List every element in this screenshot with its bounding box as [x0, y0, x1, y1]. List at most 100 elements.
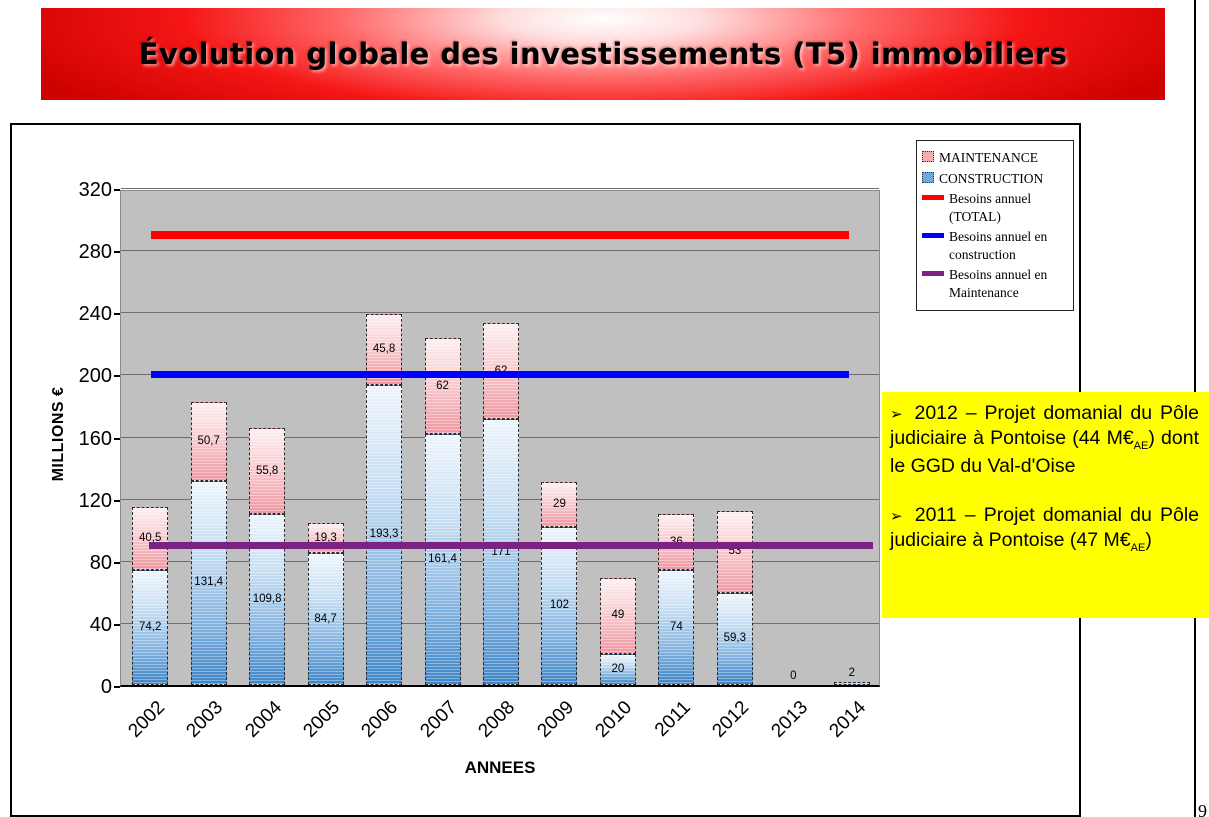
- gridline-320: [121, 188, 879, 189]
- note-0: ➢ 2012 – Projet domanial du Pôle judicia…: [890, 402, 1199, 477]
- y-tick-label: 200: [78, 365, 112, 388]
- x-tick-label: 2013: [767, 697, 812, 742]
- bar-value-label: 161,4: [428, 553, 457, 566]
- bar-value-label: 74,2: [139, 620, 162, 633]
- x-tick-label: 2014: [825, 697, 871, 742]
- page-number: 9: [1198, 801, 1207, 817]
- legend-label: CONSTRUCTION: [939, 170, 1044, 186]
- y-tick-label: 0: [100, 676, 112, 698]
- x-tick-label: 2011: [651, 697, 695, 741]
- x-tick-label: 2005: [299, 697, 345, 742]
- bar-value-label: 102: [549, 599, 570, 612]
- bar-value-label: 74: [669, 621, 683, 634]
- legend-item-2: Besoins annuel (TOTAL): [922, 190, 1068, 225]
- bar-value-label: 131,4: [194, 576, 224, 589]
- legend-line-icon: [922, 195, 944, 201]
- y-tick-label: 240: [78, 303, 112, 326]
- bar-value-label: 19,3: [314, 531, 337, 544]
- bar-value-label: 50,7: [197, 435, 220, 448]
- legend-patch-icon: [922, 171, 934, 183]
- bar-maintenance-2010: [599, 577, 636, 654]
- y-tick-label: 120: [78, 489, 112, 512]
- y-tickmark: [114, 499, 120, 502]
- slide-title: Évolution globale des investissements (T…: [138, 37, 1068, 71]
- legend-line-icon: [922, 233, 944, 239]
- bar-value-label: 55,8: [255, 464, 279, 477]
- note-bullet-icon: ➢: [890, 507, 903, 525]
- bar-value-label: 109,8: [252, 593, 282, 606]
- bar-construction-2014: [833, 681, 870, 685]
- y-tick-label: 320: [78, 179, 112, 201]
- bar-maintenance-2009: [541, 481, 578, 527]
- bar-construction-2008: [483, 419, 519, 685]
- bar-construction-2009: [541, 526, 578, 685]
- y-tickmark: [114, 437, 120, 440]
- bar-maintenance-2012: [716, 510, 753, 593]
- y-tick-label: 80: [89, 551, 112, 574]
- x-tick-label: 2008: [474, 697, 520, 742]
- x-tick-label: 2012: [708, 697, 754, 742]
- chart-legend: MAINTENANCE CONSTRUCTION Besoins annuel (T…: [916, 140, 1074, 312]
- x-tick-label: 2006: [357, 697, 403, 742]
- besoins-annuel-maintenance-line: [149, 541, 873, 549]
- x-tick-label: 2004: [240, 697, 286, 742]
- bar-construction-2010: [599, 653, 636, 685]
- bar-maintenance-2007: [424, 338, 461, 435]
- x-axis-title: ANNEES: [464, 758, 536, 777]
- bar-value-label: 193,3: [369, 528, 399, 541]
- x-tick-label: 2007: [416, 697, 462, 742]
- y-tickmark: [114, 189, 120, 191]
- y-tickmark: [114, 251, 120, 254]
- y-tickmark: [114, 313, 120, 316]
- legend-patch-icon: [922, 151, 934, 162]
- bar-maintenance-2002: [132, 506, 169, 570]
- notes-box: ➢ 2012 – Projet domanial du Pôle judicia…: [882, 392, 1209, 618]
- bar-construction-2005: [307, 553, 344, 685]
- x-tick-label: 2009: [533, 697, 578, 742]
- legend-label: Besoins annuel en construction: [949, 229, 1048, 262]
- note-1: ➢ 2011 – Projet domanial du Pôle judicia…: [890, 503, 1199, 555]
- legend-label: MAINTENANCE: [939, 150, 1038, 165]
- bar-value-label: 84,7: [314, 612, 337, 625]
- bar-value-label: 20: [611, 662, 625, 675]
- bar-value-label: 171: [491, 545, 511, 558]
- bar-value-label: 40,5: [139, 531, 162, 544]
- y-tick-label: 280: [78, 241, 112, 264]
- legend-label: Besoins annuel en Maintenance: [949, 267, 1048, 300]
- y-tickmark: [114, 686, 120, 688]
- note-bullet-icon: ➢: [890, 406, 903, 423]
- gridline-240: [121, 312, 879, 314]
- bar-construction-2003: [190, 480, 227, 685]
- y-tick-label: 160: [78, 427, 112, 450]
- y-tickmark: [114, 561, 120, 564]
- legend-label: Besoins annuel (TOTAL): [949, 191, 1032, 224]
- y-tickmark: [114, 623, 120, 626]
- x-tick-label: 2010: [591, 697, 637, 742]
- bar-construction-2007: [424, 434, 461, 685]
- x-tick-label: 2002: [124, 697, 169, 742]
- bar-value-label: 49: [611, 609, 625, 622]
- bar-construction-2012: [716, 592, 753, 685]
- bar-construction-2006: [366, 384, 403, 685]
- legend-item-4: Besoins annuel en Maintenance: [922, 266, 1068, 301]
- besoins-annuel-total-line: [151, 230, 849, 239]
- legend-line-icon: [922, 271, 944, 277]
- bar-value-label: 62: [436, 379, 449, 392]
- besoins-annuel-construction-line: [151, 370, 849, 378]
- plot-area: 74,2 40,5 131,4 50,7 109,8 55,8 84,7 19,3 193,3 4…: [120, 188, 880, 687]
- gridline-280: [121, 250, 879, 252]
- bar-value-label: 45,8: [372, 342, 396, 355]
- y-tick-label: 40: [89, 613, 112, 636]
- bar-value-label: 0: [790, 670, 797, 682]
- legend-item-3: Besoins annuel en construction: [922, 228, 1068, 263]
- bar-construction-2002: [132, 569, 169, 685]
- bar-value-label: 29: [553, 497, 566, 510]
- legend-item-0: MAINTENANCE: [922, 149, 1068, 167]
- bar-construction-2011: [658, 570, 695, 685]
- bar-maintenance-2003: [190, 402, 227, 481]
- title-banner: Évolution globale des investissements (T…: [41, 8, 1165, 100]
- legend-item-1: CONSTRUCTION: [922, 170, 1068, 188]
- x-tick-label: 2003: [182, 697, 228, 742]
- bar-maintenance-2004: [249, 427, 286, 515]
